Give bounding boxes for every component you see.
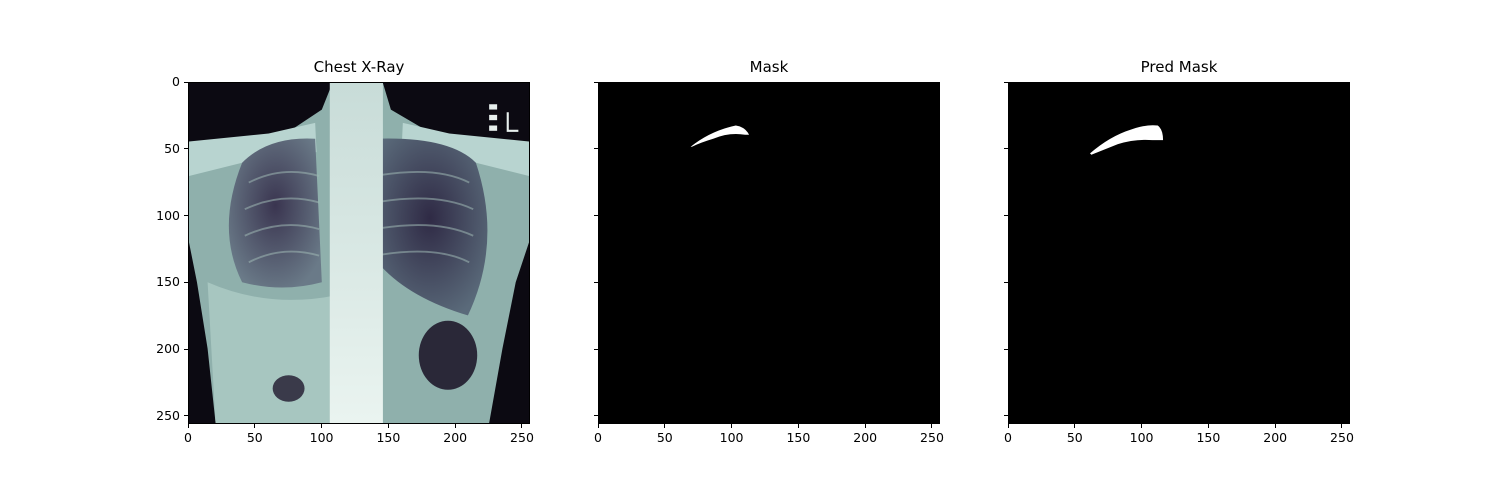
y-tick-mark [594,81,598,83]
x-tick-label: 150 [376,430,401,445]
x-tick-mark [1274,424,1276,428]
x-tick-label: 150 [1196,430,1221,445]
x-tick-mark [387,424,389,428]
x-tick-label: 250 [1330,430,1354,445]
x-tick-mark [664,424,666,428]
x-tick-label: 150 [786,430,811,445]
panel-title: Pred Mask [1140,58,1218,76]
panel-title: Chest X-Ray [313,58,405,76]
y-tick-mark [1004,215,1008,217]
x-tick-label: 200 [853,430,878,445]
x-tick-label: 200 [443,430,468,445]
y-tick-mark [594,148,598,150]
predicted-mask-image [1009,83,1349,423]
panel-pred-mask: Pred Mask [1008,0,1428,500]
y-tick-mark [184,215,188,217]
y-tick-mark [594,215,598,217]
x-tick-mark [321,424,323,428]
y-tick-mark [594,281,598,283]
x-tick-mark [864,424,866,428]
x-tick-mark [597,424,599,428]
x-tick-label: 250 [510,430,534,445]
x-tick-label: 100 [719,430,744,445]
y-tick-label: 200 [156,341,180,357]
y-tick-mark [184,148,188,150]
x-tick-mark [187,424,189,428]
y-tick-label: 100 [156,207,180,223]
y-tick-mark [184,281,188,283]
panel-title: Mask [749,58,789,76]
panel-mask: Mask [598,0,1018,500]
y-tick-label: 250 [156,407,180,423]
x-tick-label: 50 [246,430,263,445]
y-tick-mark [594,415,598,417]
x-tick-label: 250 [920,430,944,445]
x-tick-mark [797,424,799,428]
x-tick-mark [1074,424,1076,428]
x-tick-mark [1341,424,1343,428]
x-tick-label: 0 [1004,430,1012,445]
y-tick-label: 150 [156,274,180,290]
x-tick-mark [454,424,456,428]
x-tick-label: 100 [309,430,334,445]
x-tick-label: 0 [184,430,192,445]
chest-xray-image [189,83,529,423]
y-tick-mark [184,415,188,417]
axes-pred-mask [1008,82,1350,424]
y-tick-mark [1004,81,1008,83]
axes-chest-xray [188,82,530,424]
x-tick-mark [521,424,523,428]
y-tick-mark [184,81,188,83]
x-tick-label: 100 [1129,430,1154,445]
panel-chest-xray: Chest X-Ray [188,0,608,500]
x-tick-mark [1141,424,1143,428]
y-tick-mark [1004,415,1008,417]
x-tick-mark [931,424,933,428]
axes-mask [598,82,940,424]
x-tick-mark [254,424,256,428]
x-tick-label: 0 [594,430,602,445]
x-tick-mark [731,424,733,428]
x-tick-label: 200 [1263,430,1288,445]
ground-truth-mask-image [599,83,939,423]
x-tick-label: 50 [656,430,673,445]
x-tick-label: 50 [1066,430,1083,445]
y-tick-label: 0 [172,74,180,89]
y-tick-mark [1004,281,1008,283]
y-tick-mark [1004,348,1008,350]
x-tick-mark [1007,424,1009,428]
y-tick-mark [594,348,598,350]
y-tick-label: 50 [164,140,180,156]
x-tick-mark [1207,424,1209,428]
y-tick-mark [1004,148,1008,150]
y-tick-mark [184,348,188,350]
